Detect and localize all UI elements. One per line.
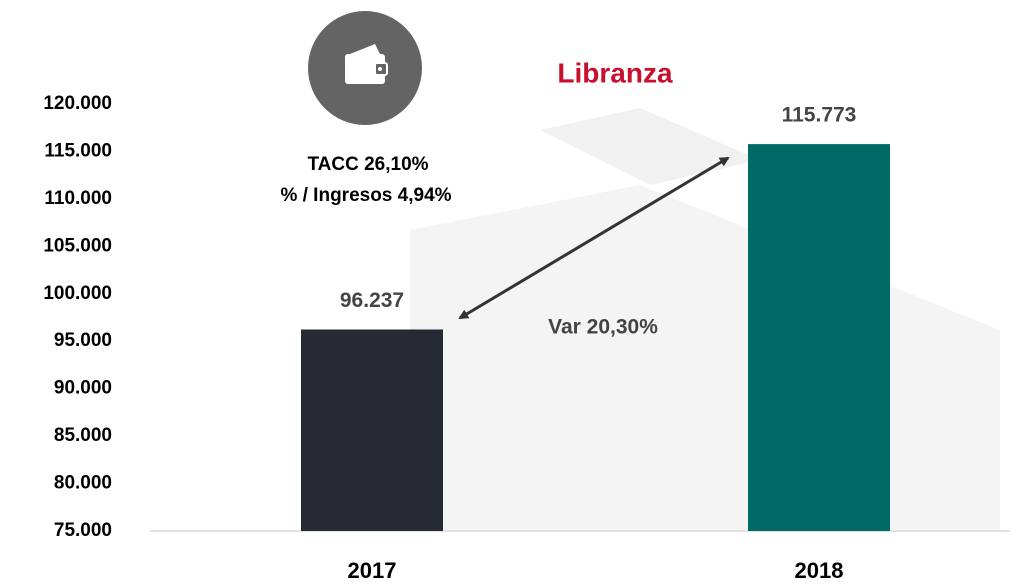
value-label: 96.237: [340, 289, 404, 312]
bar: [748, 144, 890, 531]
y-tick-label: 95.000: [54, 330, 112, 351]
y-tick-label: 75.000: [54, 520, 112, 541]
y-tick-label: 120.000: [43, 93, 112, 114]
value-label: 115.773: [782, 104, 857, 127]
top-label: 2018: [795, 0, 844, 5]
y-tick-label: 80.000: [54, 473, 112, 494]
x-tick-label: 2018: [795, 558, 844, 583]
y-tick-label: 100.000: [43, 283, 112, 304]
y-tick-label: 115.000: [44, 140, 112, 161]
y-tick-label: 105.000: [43, 235, 112, 256]
y-tick-label: 110.000: [44, 188, 112, 209]
y-tick-label: 90.000: [54, 378, 112, 399]
y-tick-label: 85.000: [54, 425, 112, 446]
annotation: % / Ingresos 4,94%: [280, 185, 451, 206]
watermark: [540, 108, 760, 185]
bar: [301, 329, 443, 531]
x-tick-label: 2017: [348, 558, 397, 583]
annotation: TACC 26,10%: [307, 154, 428, 175]
chart-title: Libranza: [557, 57, 673, 88]
top-label: 2017: [348, 0, 397, 5]
annotation: Var 20,30%: [548, 316, 658, 339]
watermark: [410, 185, 1000, 530]
chart: Libranza TACC 26,10% % / Ingresos 4,94% …: [0, 0, 1030, 587]
